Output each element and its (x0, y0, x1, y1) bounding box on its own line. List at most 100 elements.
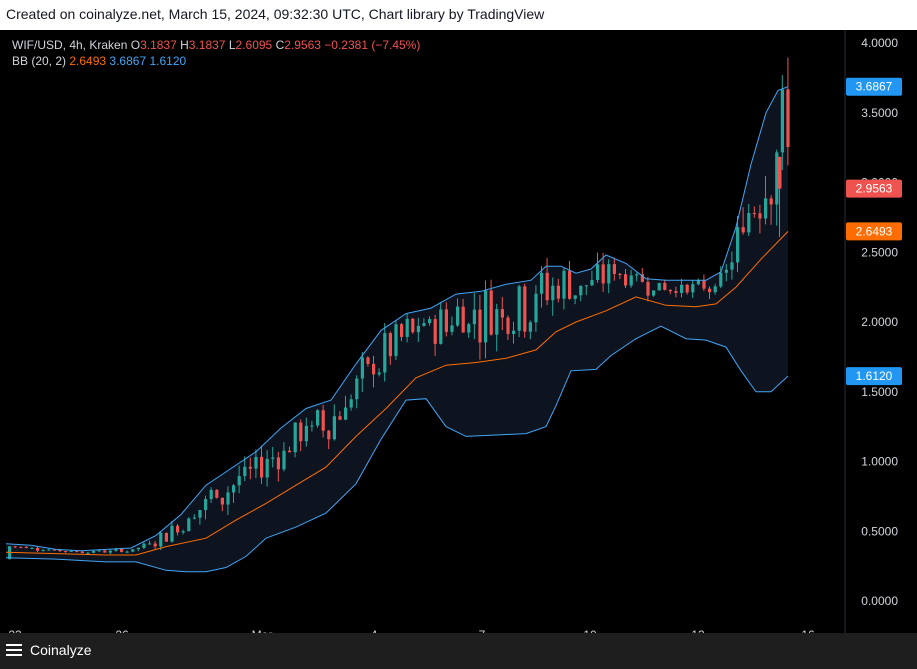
candle-body (528, 322, 532, 332)
candle-body (747, 212, 751, 233)
price-label-close (846, 179, 902, 198)
y-tick-label: 1.5000 (861, 385, 898, 399)
candle-body (758, 213, 762, 219)
candle-body (405, 318, 409, 337)
candle-body (624, 274, 628, 286)
low-value: 2.6095 (235, 38, 273, 52)
candle-body (696, 280, 700, 285)
candle-body (512, 330, 516, 334)
candle-body (254, 456, 258, 469)
candle-body (360, 357, 364, 379)
bb-basis-value: 2.6493 (69, 54, 107, 68)
candle-body (80, 551, 84, 554)
legend: WIF/USD, 4h, Kraken O3.1837 H3.1837 L2.6… (12, 37, 420, 69)
candle-body (652, 290, 656, 296)
candle-body (19, 546, 23, 548)
price-axis: 4.00003.50003.00002.50002.00001.50001.00… (861, 36, 898, 608)
candle-body (674, 291, 678, 293)
brand[interactable]: Coinalyze (6, 642, 91, 658)
candle-body (338, 416, 342, 420)
candle-body (495, 309, 499, 335)
candle-body (472, 309, 476, 325)
candle-body (450, 325, 454, 332)
bb-lower-value: 1.6120 (149, 54, 187, 68)
candle-body (568, 270, 572, 299)
candle-body (719, 272, 723, 287)
candle-body (344, 407, 348, 420)
candle-body (372, 363, 376, 375)
candle-body (500, 309, 504, 318)
candle-body (260, 456, 264, 478)
candle-body (562, 270, 566, 299)
candle-body (775, 152, 779, 205)
price-label-bb-upper (846, 77, 902, 96)
price-label-text-bb-upper: 3.6867 (856, 80, 893, 94)
candle-body (41, 550, 45, 552)
candle-body (164, 532, 168, 542)
candle-body (226, 492, 230, 505)
candle-body (461, 306, 465, 333)
price-chart[interactable]: 4.00003.50003.00002.50002.00001.50001.00… (0, 30, 917, 633)
price-label-bb-lower (846, 367, 902, 386)
hamburger-menu-icon[interactable] (6, 642, 26, 658)
bb-row: BB (20, 2) 2.6493 3.6867 1.6120 (12, 53, 420, 69)
candle-body (523, 286, 527, 332)
candle-body (416, 325, 420, 333)
y-tick-label: 2.5000 (861, 245, 898, 259)
candle-body (24, 546, 28, 549)
candle-body (176, 525, 180, 533)
candle-body (58, 549, 62, 552)
candle-body (271, 457, 275, 459)
candle-body (265, 458, 269, 478)
candle-body (198, 509, 202, 518)
candle-body (556, 285, 560, 299)
time-axis: 23 26 Mar 4 7 10 13 16 (8, 628, 815, 633)
symbol-label: WIF/USD, 4h, Kraken (12, 38, 128, 52)
bb-upper-line (5, 86, 789, 552)
candle-body (685, 284, 689, 293)
candle-body (136, 547, 140, 550)
candle-body (439, 309, 443, 344)
bb-basis-line (5, 231, 789, 556)
candle-body (741, 227, 745, 233)
candle-body (383, 333, 387, 373)
candle-body (612, 264, 616, 274)
candle-body (248, 466, 252, 469)
high-label: H (180, 38, 189, 52)
bb-upper-value: 3.6867 (109, 54, 147, 68)
candle-body (131, 549, 135, 552)
candle-body (170, 525, 174, 542)
candle-body (153, 543, 157, 547)
candle-body (299, 422, 303, 442)
candle-body-last (778, 156, 782, 189)
candle-body (478, 309, 482, 343)
candle-body (288, 450, 292, 453)
open-value: 3.1837 (140, 38, 177, 52)
candle-body (584, 285, 588, 287)
candle-body (618, 273, 622, 275)
candle-body (691, 284, 695, 293)
ohlc-row: WIF/USD, 4h, Kraken O3.1837 H3.1837 L2.6… (12, 37, 420, 53)
candle-body (120, 548, 124, 552)
candle-body (215, 489, 219, 498)
candle-body (769, 198, 773, 205)
candle-body (428, 319, 432, 324)
candle-body (192, 517, 196, 519)
candle-body (377, 372, 381, 375)
candle-body (103, 550, 107, 553)
candle-body (47, 549, 51, 551)
candle-body (752, 212, 756, 214)
candle-body (327, 430, 331, 440)
candle-body (489, 290, 493, 335)
candle-body (663, 282, 667, 290)
price-label-text-bb-lower: 1.6120 (856, 369, 893, 383)
candle-body (506, 317, 510, 334)
candle-body (159, 532, 163, 547)
y-tick-label: 4.0000 (861, 36, 898, 50)
price-label-text-bb-basis: 2.6493 (856, 224, 893, 238)
candle-body (394, 324, 398, 357)
candle-body (433, 319, 437, 344)
x-tick-label: 23 (8, 628, 22, 633)
candle-body (400, 324, 404, 337)
candle-body (730, 262, 734, 270)
